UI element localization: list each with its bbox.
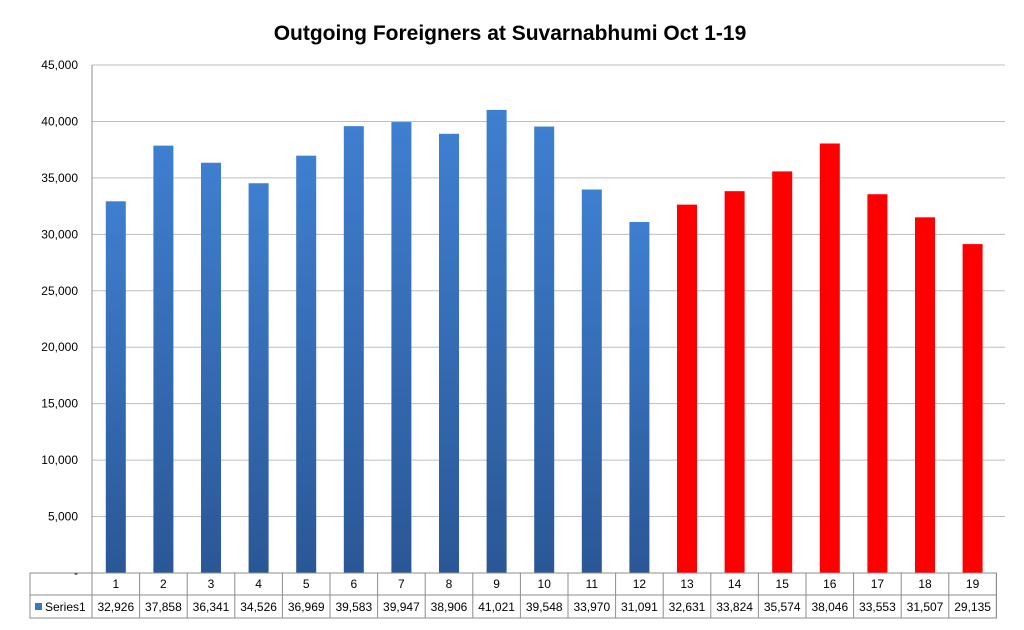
chart-title: Outgoing Foreigners at Suvarnabhumi Oct … bbox=[274, 22, 747, 45]
bar bbox=[486, 109, 507, 573]
y-tick-label: 40,000 bbox=[41, 114, 78, 128]
x-tick-label: 15 bbox=[776, 577, 790, 591]
data-label: 39,947 bbox=[383, 600, 420, 614]
data-label: 34,526 bbox=[240, 600, 277, 614]
data-label: 39,548 bbox=[526, 600, 563, 614]
bar bbox=[343, 126, 364, 573]
data-label: 36,969 bbox=[288, 600, 325, 614]
bar bbox=[819, 143, 840, 573]
data-label: 33,553 bbox=[859, 600, 896, 614]
bar bbox=[915, 217, 935, 573]
data-label: 33,970 bbox=[573, 600, 610, 614]
x-tick-label: 2 bbox=[160, 577, 167, 591]
legend-series-name: Series1 bbox=[45, 600, 86, 614]
x-tick-label: 12 bbox=[633, 577, 647, 591]
x-tick-label: 13 bbox=[680, 577, 694, 591]
x-tick-label: 1 bbox=[112, 577, 119, 591]
bar bbox=[962, 244, 983, 574]
data-label: 38,906 bbox=[431, 600, 468, 614]
bar bbox=[296, 155, 317, 573]
data-label: 29,135 bbox=[954, 600, 991, 614]
data-label: 35,574 bbox=[764, 600, 801, 614]
bar bbox=[534, 126, 555, 573]
x-tick-label: 8 bbox=[446, 577, 453, 591]
y-tick-label: 35,000 bbox=[41, 171, 78, 185]
x-tick-label: 10 bbox=[538, 577, 552, 591]
bar bbox=[391, 122, 412, 573]
x-tick-label: 9 bbox=[493, 577, 500, 591]
bar bbox=[248, 183, 269, 574]
x-tick-label: 7 bbox=[398, 577, 405, 591]
bar bbox=[153, 145, 174, 573]
data-label: 39,583 bbox=[335, 600, 372, 614]
x-tick-label: 6 bbox=[350, 577, 357, 591]
bar bbox=[724, 191, 745, 574]
bar bbox=[581, 189, 602, 573]
data-label: 41,021 bbox=[478, 600, 515, 614]
bar bbox=[677, 204, 697, 573]
data-label: 31,507 bbox=[907, 600, 944, 614]
data-label: 33,824 bbox=[716, 600, 753, 614]
y-tick-label: 10,000 bbox=[41, 453, 78, 467]
x-tick-label: 4 bbox=[255, 577, 262, 591]
y-tick-label: 5,000 bbox=[48, 510, 78, 524]
x-tick-label: 3 bbox=[208, 577, 215, 591]
data-label: 36,341 bbox=[193, 600, 230, 614]
data-label: 37,858 bbox=[145, 600, 182, 614]
bar bbox=[772, 171, 793, 574]
bar bbox=[105, 201, 126, 573]
x-tick-label: 14 bbox=[728, 577, 742, 591]
bar bbox=[867, 194, 888, 573]
x-tick-label: 17 bbox=[871, 577, 885, 591]
y-tick-label: 15,000 bbox=[41, 397, 78, 411]
x-tick-label: 16 bbox=[823, 577, 837, 591]
x-tick-label: 18 bbox=[918, 577, 932, 591]
y-tick-label: 30,000 bbox=[41, 227, 78, 241]
bar bbox=[629, 222, 650, 573]
x-tick-label: 19 bbox=[966, 577, 980, 591]
bar bbox=[439, 133, 459, 573]
data-label: 38,046 bbox=[811, 600, 848, 614]
data-label: 32,926 bbox=[97, 600, 134, 614]
legend-swatch bbox=[35, 603, 42, 610]
data-label: 31,091 bbox=[621, 600, 658, 614]
data-label: 32,631 bbox=[669, 600, 706, 614]
x-tick-label: 11 bbox=[586, 577, 599, 591]
y-tick-label: 25,000 bbox=[41, 284, 78, 298]
bar bbox=[201, 162, 221, 573]
y-tick-label: 45,000 bbox=[41, 58, 78, 72]
x-tick-label: 5 bbox=[303, 577, 310, 591]
y-tick-label: 20,000 bbox=[41, 340, 78, 354]
